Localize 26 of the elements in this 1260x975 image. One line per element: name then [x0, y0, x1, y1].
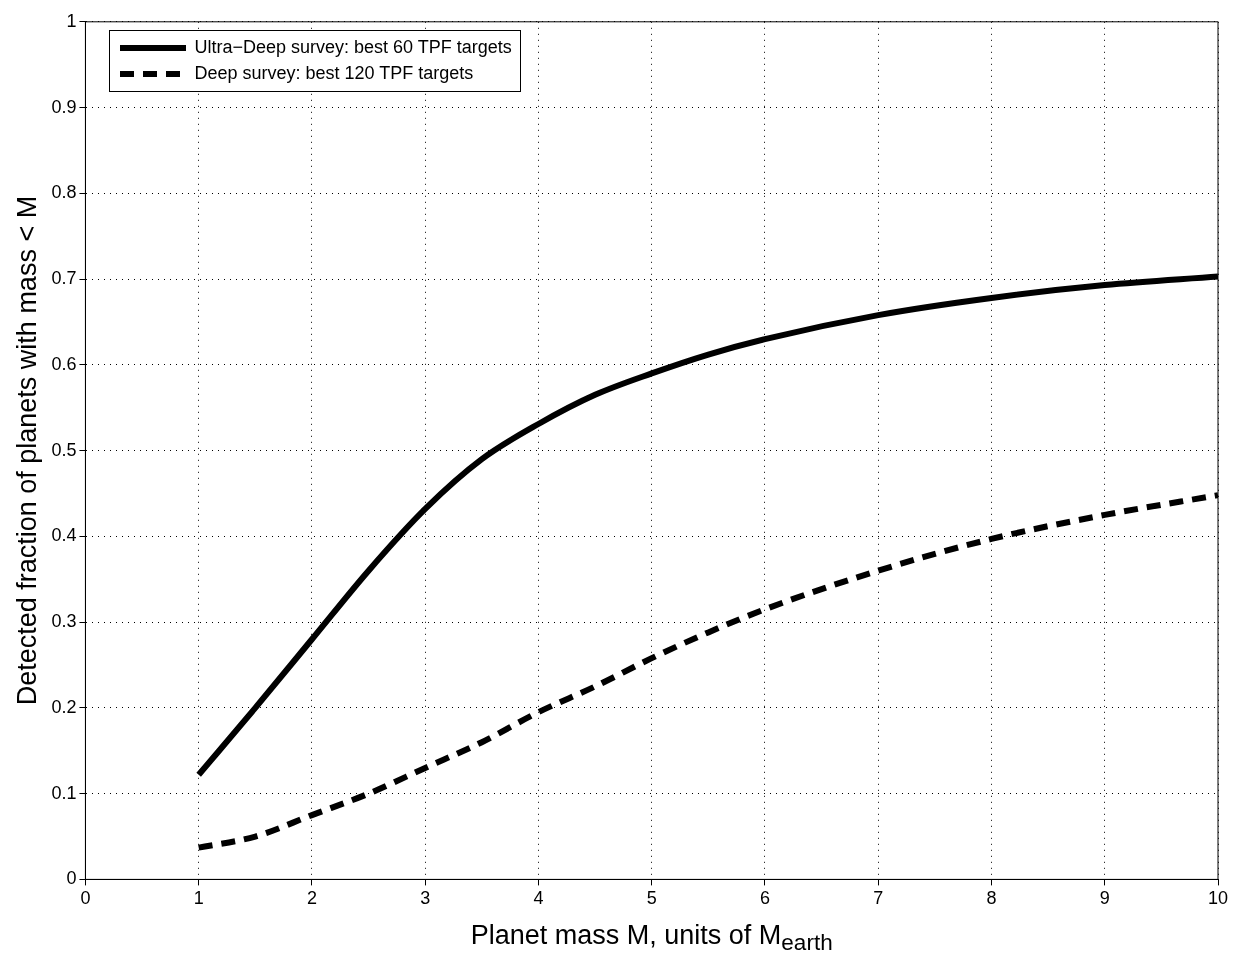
y-tick-label: 0.1 — [51, 782, 77, 803]
x-tick-label: 7 — [873, 888, 884, 909]
x-tick-label: 3 — [420, 888, 431, 909]
y-axis-title: Detected fraction of planets with mass < M — [11, 195, 42, 706]
y-tick-label: 0.9 — [51, 96, 77, 117]
y-tick-label: 0.2 — [51, 696, 77, 717]
x-tick-label: 5 — [646, 888, 657, 909]
x-tick-label: 2 — [306, 888, 317, 909]
y-tick-label: 0.6 — [51, 353, 77, 374]
x-tick-label: 10 — [1207, 888, 1229, 909]
y-tick-label: 0.8 — [51, 182, 77, 203]
x-tick-label: 1 — [193, 888, 204, 909]
y-tick-label: 0.7 — [51, 268, 77, 289]
y-tick-label: 0.4 — [51, 525, 77, 546]
y-tick-label: 0 — [66, 868, 77, 889]
x-tick-label: 8 — [986, 888, 997, 909]
y-tick-label: 0.3 — [51, 611, 77, 632]
legend-label: Deep survey: best 120 TPF targets — [194, 63, 474, 85]
x-axis-title: Planet mass M, units of M$_{earth}$ — [469, 920, 834, 957]
y-tick-label: 0.5 — [51, 439, 77, 460]
x-tick-label: 9 — [1099, 888, 1110, 909]
legend-label: Ultra−Deep survey: best 60 TPF targets — [194, 37, 512, 59]
y-tick-label: 1 — [66, 10, 77, 31]
x-tick-label: 0 — [80, 888, 91, 909]
x-tick-label: 6 — [759, 888, 770, 909]
x-tick-label: 4 — [533, 888, 544, 909]
